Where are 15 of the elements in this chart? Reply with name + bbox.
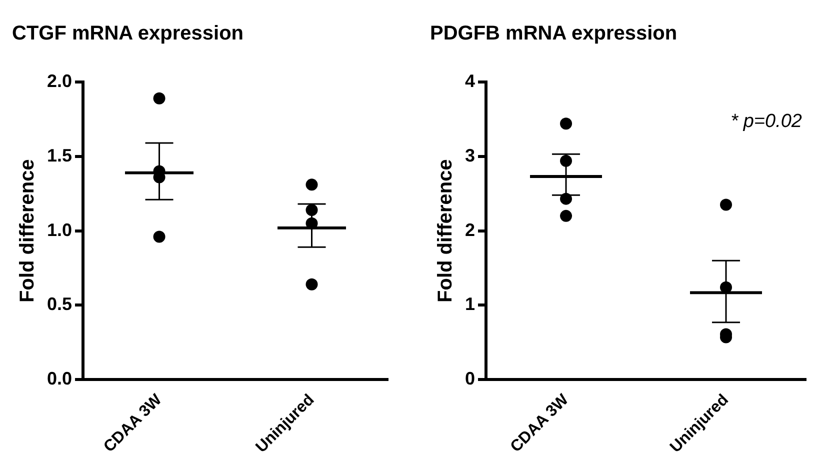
y-tick-label: 4 bbox=[464, 70, 476, 91]
chart-title: PDGFB mRNA expression bbox=[430, 22, 678, 45]
annotation: * p=0.02 bbox=[730, 110, 802, 132]
y-tick-label: 0 bbox=[464, 368, 476, 389]
y-tick-label: 1.0 bbox=[46, 220, 72, 240]
y-axis-title: Fold difference bbox=[16, 159, 39, 302]
y-tick-label: 0.0 bbox=[46, 368, 72, 389]
y-tick-label: 2 bbox=[464, 220, 476, 240]
y-tick-label: 1.5 bbox=[46, 145, 72, 166]
chart-title: CTGF mRNA expression bbox=[12, 22, 244, 45]
y-axis-title: Fold difference bbox=[434, 159, 457, 302]
y-tick-label: 3 bbox=[464, 145, 476, 166]
y-tick-label: 0.5 bbox=[46, 294, 72, 314]
y-tick-label: 2.0 bbox=[46, 70, 72, 91]
y-tick-label: 1 bbox=[464, 294, 476, 314]
